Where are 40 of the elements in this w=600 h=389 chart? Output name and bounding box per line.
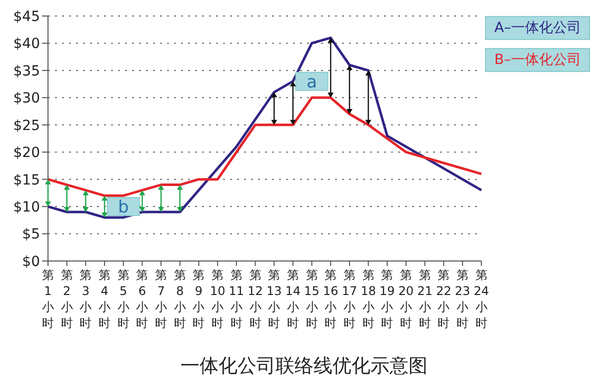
x-tick-label: 第4小时 [98,268,111,330]
text: A–一体化公司 [485,16,590,40]
x-tick-label: 第21小时 [417,268,432,330]
x-tick-label: 第1小时 [42,268,54,330]
y-tick-label: $35 [13,63,40,80]
x-tick-label: 第14小时 [285,268,301,330]
x-tick-label: 第3小时 [80,268,92,330]
y-tick-label: $30 [13,90,40,107]
x-tick-label: 第19小时 [380,268,395,330]
y-tick-label: $40 [13,36,40,52]
x-tick-label: 第8小时 [174,268,186,330]
y-tick-label: $10 [13,200,40,216]
x-tick-label: 第11小时 [228,268,244,330]
x-tick-label: 第10小时 [210,268,226,330]
annotation: a [306,72,318,92]
y-tick-label: $0 [22,254,40,270]
x-tick-label: 第5小时 [117,268,130,330]
x-tick-label: 第13小时 [266,268,282,330]
annotation: b [118,198,129,218]
line-series [46,36,483,219]
x-tick-label: 第2小时 [60,268,73,330]
x-tick-label: 第15小时 [304,268,320,330]
x-tick-label: 第18小时 [360,268,376,330]
x-tick-label: 第12小时 [248,268,263,330]
x-tick-label: 第20小时 [398,268,414,330]
x-tick-label: 第23小时 [454,268,470,330]
x-tick-label: 第6小时 [136,268,148,330]
text: B–一体化公司 [485,48,590,72]
x-tick-label: 第22小时 [436,268,452,330]
y-tick-label: $25 [13,118,40,134]
text: 一体化公司联络线优化示意图 [180,354,428,379]
x-tick-label: 第7小时 [155,268,168,330]
x-tick-label: 第24小时 [474,268,490,330]
y-tick-label: $45 [13,8,40,25]
y-tick-label: $20 [13,145,40,162]
y-tick-label: $15 [13,172,40,188]
x-tick-label: 第16小时 [323,268,338,330]
y-tick-label: $5 [22,226,40,243]
x-tick-label: 第17小时 [342,268,358,330]
x-tick-label: 第9小时 [192,268,205,330]
